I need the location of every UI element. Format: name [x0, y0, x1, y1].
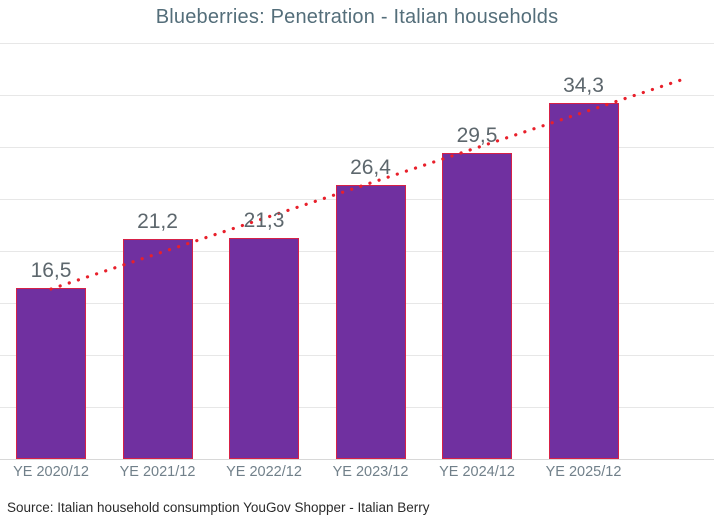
x-axis-line: [0, 459, 714, 460]
bar-value-label: 16,5: [30, 258, 72, 282]
x-axis-label: YE 2022/12: [226, 464, 302, 480]
x-axis-label: YE 2021/12: [119, 464, 196, 480]
chart-title: Blueberries: Penetration - Italian house…: [155, 6, 559, 28]
x-axis-label: YE 2024/12: [439, 464, 515, 480]
x-axis-label: YE 2020/12: [13, 464, 89, 480]
bar-value-label: 21,2: [137, 209, 178, 233]
bar-value-label: 34,3: [563, 73, 604, 97]
bar-YE 2020/12: [16, 287, 86, 459]
gridline: [0, 43, 714, 45]
bar-YE 2022/12: [229, 237, 299, 459]
bar-value-label: 21,3: [243, 208, 285, 232]
bar-YE 2023/12: [335, 184, 406, 459]
bar-YE 2024/12: [442, 152, 512, 459]
bar-YE 2021/12: [122, 238, 193, 459]
bar-YE 2025/12: [548, 102, 619, 459]
source-note: Source: Italian household consumption Yo…: [7, 500, 430, 515]
bar-value-label: 26,4: [350, 155, 391, 179]
x-axis-label: YE 2025/12: [545, 464, 622, 480]
x-axis-label: YE 2023/12: [332, 464, 409, 480]
bar-value-label: 29,5: [456, 123, 498, 147]
